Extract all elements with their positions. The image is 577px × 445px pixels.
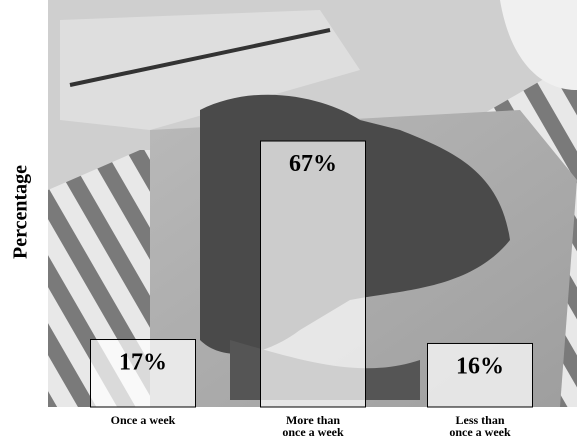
x-tick-label: Less than once a week: [449, 413, 511, 439]
value-label: 16%: [456, 353, 504, 379]
value-label: 67%: [289, 151, 337, 177]
bar: [427, 342, 533, 408]
y-axis-label: Percentage: [10, 165, 32, 259]
x-tick-label: More than once a week: [282, 413, 344, 439]
x-tick-label: Once a week: [110, 413, 176, 427]
value-label: 17%: [119, 350, 167, 376]
bar: [90, 339, 196, 408]
bar: [260, 140, 366, 408]
